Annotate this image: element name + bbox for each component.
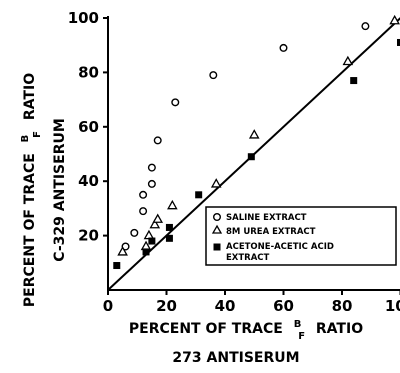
point-saline xyxy=(139,190,148,199)
point-saline xyxy=(171,98,180,107)
x-tick-label: 0 xyxy=(103,297,113,315)
point-saline xyxy=(147,179,156,188)
point-urea xyxy=(210,178,222,188)
legend-box xyxy=(205,206,397,266)
legend-label-saline: SALINE EXTRACT xyxy=(226,213,307,223)
x-axis-fraction-den: F xyxy=(298,331,305,342)
data-points xyxy=(113,14,400,270)
y-tick-label: 80 xyxy=(78,63,99,81)
point-acetone xyxy=(113,262,121,270)
svg-text:PERCENT OF TRACE B: PERCENT OF TRACE B F RATIO xyxy=(16,73,44,307)
y-axis-fraction-num: B xyxy=(20,135,31,143)
y-axis-label-text: PERCENT OF TRACE xyxy=(22,153,38,307)
point-acetone xyxy=(165,223,173,231)
y-tick-label: 20 xyxy=(78,227,99,245)
x-tick-label: 100 xyxy=(385,297,400,315)
point-saline xyxy=(121,242,130,251)
point-saline xyxy=(361,22,370,31)
point-urea xyxy=(152,213,164,223)
x-tick-label: 40 xyxy=(215,297,236,315)
legend-label-acetone-2: EXTRACT xyxy=(226,253,270,263)
point-saline xyxy=(139,207,148,216)
legend-circle-marker xyxy=(212,212,221,221)
point-urea xyxy=(149,218,161,229)
x-axis-fraction-num: B xyxy=(294,319,302,330)
point-acetone xyxy=(397,38,400,46)
point-acetone xyxy=(195,191,203,199)
point-saline xyxy=(147,163,156,172)
x-tick-label: 60 xyxy=(273,297,294,315)
point-saline xyxy=(209,71,218,80)
point-urea xyxy=(117,246,128,256)
y-tick-label: 40 xyxy=(78,172,99,190)
legend: SALINE EXTRACT 8M UREA EXTRACT ACETONE-A… xyxy=(205,206,397,266)
legend-label-urea: 8M UREA EXTRACT xyxy=(226,227,316,237)
y-axis-label-suffix: RATIO xyxy=(22,73,38,120)
svg-text:PERCENT OF TRACE B: PERCENT OF TRACE B F RATIO xyxy=(129,315,363,343)
point-urea xyxy=(342,55,354,66)
y-tick-label: 100 xyxy=(68,9,99,27)
x-axis-label-suffix: RATIO xyxy=(316,321,363,337)
x-axis-label-text: PERCENT OF TRACE xyxy=(129,321,283,337)
legend-square-marker xyxy=(213,243,221,251)
point-saline xyxy=(279,43,288,52)
point-urea xyxy=(167,199,178,210)
point-urea xyxy=(143,229,155,240)
y-axis-fraction-den: F xyxy=(32,131,43,138)
y-tick-label: 60 xyxy=(78,118,99,136)
x-axis-label-line2: 273 ANTISERUM xyxy=(172,350,299,366)
x-axis-ticks: 0 20 40 60 80 100 xyxy=(103,290,400,315)
legend-triangle-marker xyxy=(211,224,223,234)
y-axis-label-line2: C-329 ANTISERUM xyxy=(52,118,68,262)
point-acetone xyxy=(148,237,156,245)
point-saline xyxy=(130,228,139,237)
point-urea xyxy=(389,14,400,25)
point-acetone xyxy=(142,248,150,256)
y-axis-label: PERCENT OF TRACE B F RATIO C-329 ANTISER… xyxy=(16,73,68,307)
point-acetone xyxy=(247,153,255,161)
point-urea xyxy=(248,129,260,139)
point-acetone xyxy=(165,234,173,242)
legend-label-acetone: ACETONE-ACETIC ACID xyxy=(226,242,334,252)
point-acetone xyxy=(350,77,358,85)
point-saline xyxy=(153,136,162,145)
x-tick-label: 80 xyxy=(332,297,353,315)
x-axis-label: PERCENT OF TRACE B F RATIO 273 ANTISERUM xyxy=(129,315,363,366)
x-tick-label: 20 xyxy=(156,297,177,315)
y-axis-ticks: 20 40 60 80 100 xyxy=(68,9,108,245)
